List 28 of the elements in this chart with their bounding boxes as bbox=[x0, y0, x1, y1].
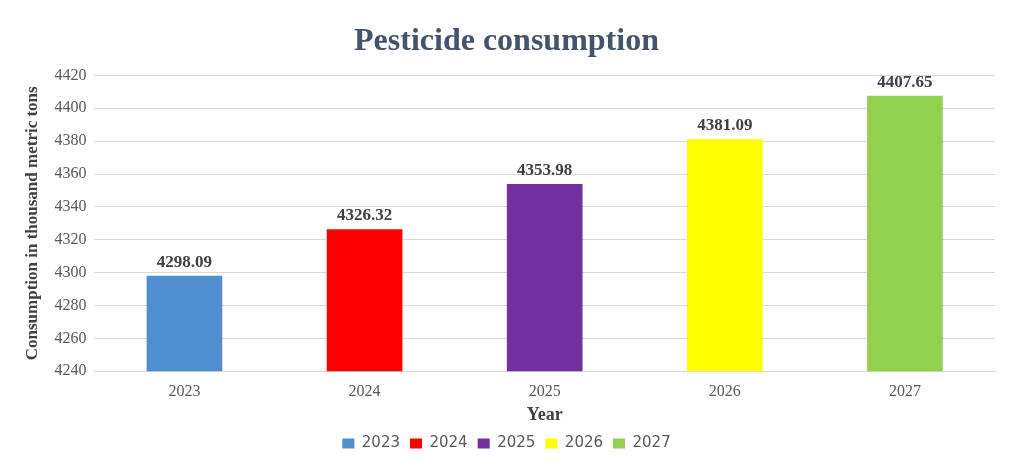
y-tick-label: 4280 bbox=[54, 295, 87, 313]
legend-label: 2027 bbox=[632, 433, 671, 452]
data-label: 4298.09 bbox=[156, 251, 213, 271]
chart-title: Pesticide consumption bbox=[354, 21, 660, 58]
data-label: 4326.32 bbox=[336, 205, 393, 225]
y-tick-label: 4300 bbox=[54, 262, 87, 280]
y-tick-label: 4240 bbox=[54, 361, 87, 379]
x-tick-label: 2024 bbox=[348, 382, 381, 399]
legend-label: 2023 bbox=[361, 433, 400, 452]
x-tick-label: 2023 bbox=[168, 382, 201, 399]
y-axis-title: Consumption in thousand metric tons bbox=[21, 85, 41, 361]
y-tick-label: 4360 bbox=[54, 164, 87, 182]
legend-label: 2025 bbox=[497, 433, 536, 452]
legend-label: 2026 bbox=[564, 433, 604, 452]
y-tick-label: 4400 bbox=[54, 98, 87, 116]
data-label: 4407.65 bbox=[877, 71, 933, 91]
y-tick-label: 4420 bbox=[54, 65, 87, 83]
y-tick-label: 4320 bbox=[54, 229, 87, 247]
y-tick-label: 4260 bbox=[54, 328, 87, 346]
data-label: 4381.09 bbox=[697, 115, 753, 135]
legend-label: 2024 bbox=[429, 433, 468, 452]
y-tick-label: 4380 bbox=[54, 131, 87, 149]
x-tick-label: 2027 bbox=[888, 382, 921, 399]
x-axis-title: Year bbox=[526, 403, 563, 424]
data-label: 4353.98 bbox=[517, 159, 573, 179]
x-tick-label: 2026 bbox=[708, 382, 741, 399]
y-tick-label: 4340 bbox=[54, 197, 87, 215]
x-tick-label: 2025 bbox=[528, 382, 561, 399]
